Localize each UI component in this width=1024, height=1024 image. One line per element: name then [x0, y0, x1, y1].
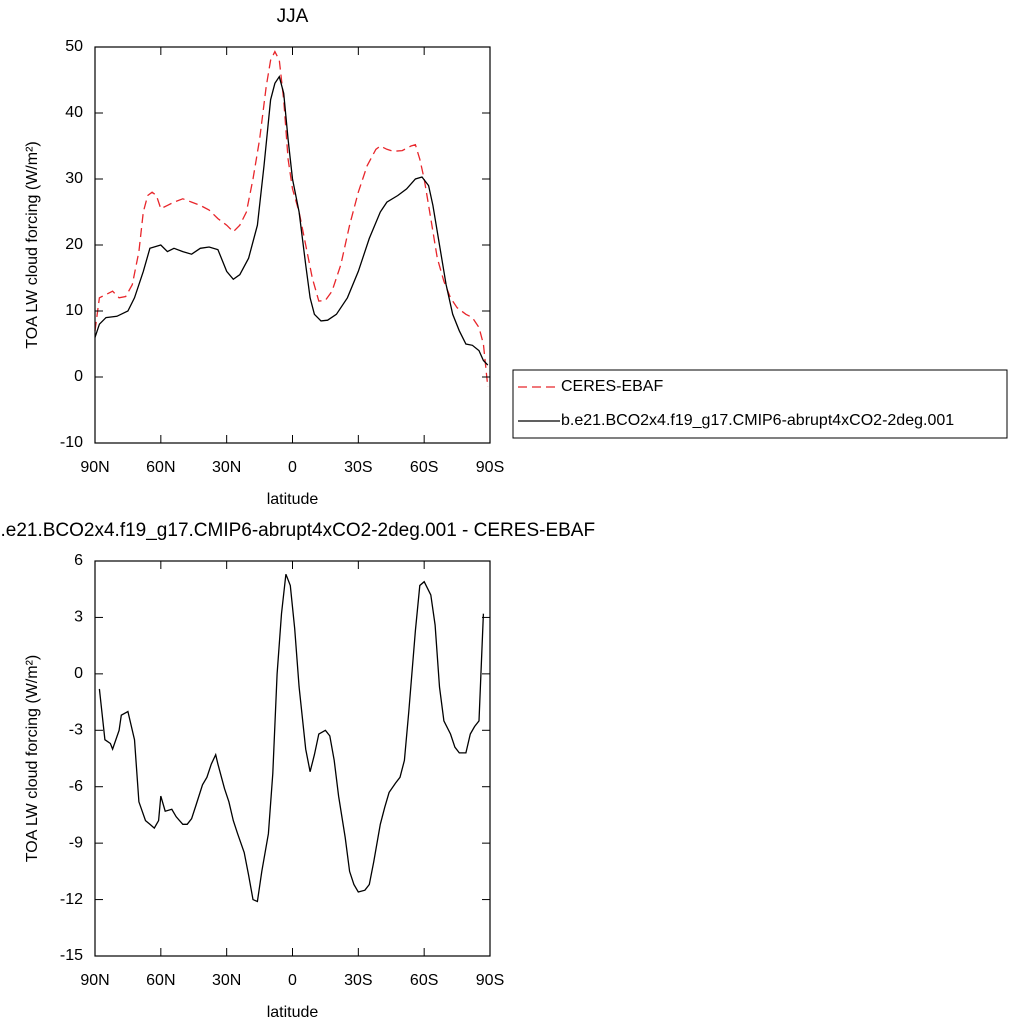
- y-tick-label: 0: [74, 368, 83, 385]
- plot-frame: [94, 560, 491, 957]
- legend-label: CERES-EBAF: [561, 378, 663, 395]
- x-tick-label: 60N: [146, 972, 175, 989]
- x-tick-label: 60S: [410, 459, 438, 476]
- chart-title: JJA: [277, 6, 309, 27]
- y-tick-label: 50: [65, 38, 83, 55]
- y-tick-label: 10: [65, 302, 83, 319]
- y-tick-label: -9: [69, 834, 83, 851]
- x-tick-label: 0: [288, 972, 297, 989]
- chart-title: b.e21.BCO2x4.f19_g17.CMIP6-abrupt4xCO2-2…: [0, 520, 595, 541]
- plot-frame: [94, 46, 491, 444]
- y-tick-label: -10: [60, 434, 83, 451]
- x-tick-label: 90N: [80, 972, 109, 989]
- y-tick-label: -15: [60, 947, 83, 964]
- y-tick-label: 0: [74, 665, 83, 682]
- y-tick-label: 3: [74, 609, 83, 626]
- y-tick-label: 30: [65, 170, 83, 187]
- x-tick-label: 60N: [146, 459, 175, 476]
- x-tick-label: 0: [288, 459, 297, 476]
- x-tick-label: 30S: [344, 459, 372, 476]
- y-axis-label: TOA LW cloud forcing (W/m²): [24, 655, 41, 862]
- y-tick-label: -6: [69, 778, 83, 795]
- data-line: [98, 573, 485, 903]
- x-tick-label: 30S: [344, 972, 372, 989]
- y-tick-label: 6: [74, 552, 83, 569]
- x-tick-label: 60S: [410, 972, 438, 989]
- x-axis-label: latitude: [267, 1004, 319, 1021]
- legend-label: b.e21.BCO2x4.f19_g17.CMIP6-abrupt4xCO2-2…: [561, 412, 954, 429]
- x-tick-label: 90S: [476, 972, 504, 989]
- y-tick-label: -3: [69, 722, 83, 739]
- y-tick-label: 40: [65, 104, 83, 121]
- x-tick-label: 30N: [212, 459, 241, 476]
- x-tick-label: 90N: [80, 459, 109, 476]
- data-line: [94, 75, 489, 366]
- x-tick-label: 30N: [212, 972, 241, 989]
- legend-box: [512, 369, 1008, 439]
- x-tick-label: 90S: [476, 459, 504, 476]
- data-line: [94, 50, 489, 387]
- y-axis-label: TOA LW cloud forcing (W/m²): [24, 141, 41, 348]
- y-tick-label: 20: [65, 236, 83, 253]
- y-tick-label: -12: [60, 891, 83, 908]
- x-axis-label: latitude: [267, 491, 319, 508]
